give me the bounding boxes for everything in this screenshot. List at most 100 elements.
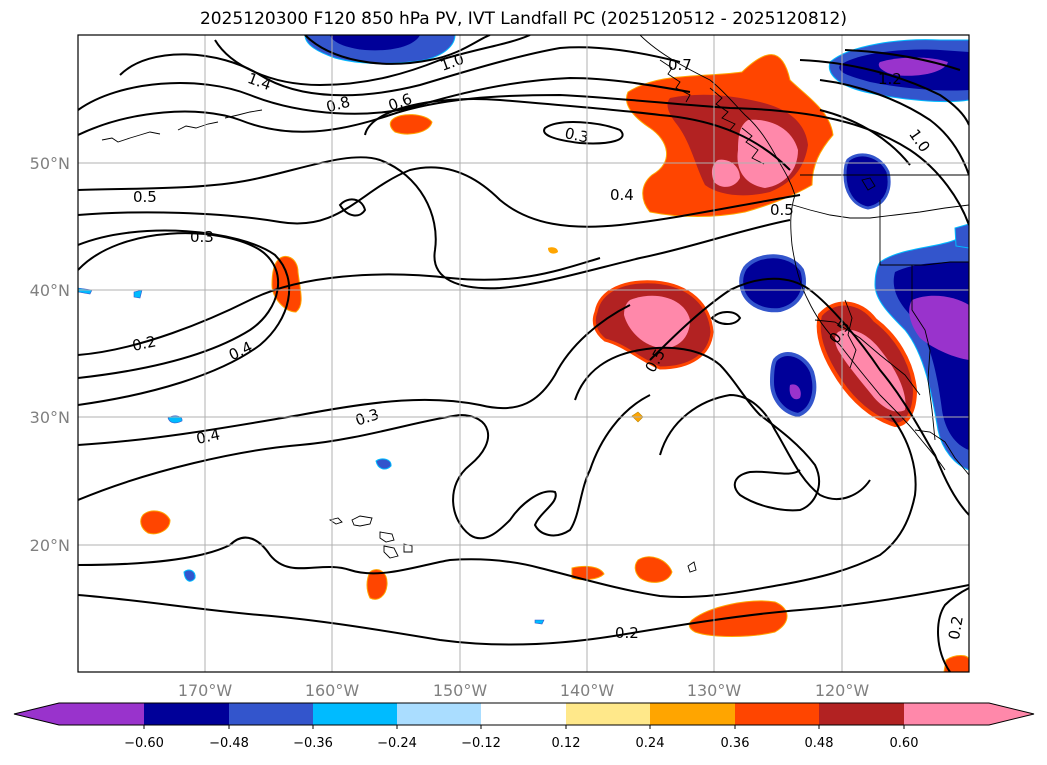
contour-line [78,166,801,228]
map-frame [77,34,970,673]
positive-blob-8 [943,655,969,672]
negative-anomaly-offshore-small-core [789,384,801,400]
colorbar-label: 0.36 [721,736,750,751]
colorbar-label: 0.24 [636,736,665,751]
contour-line [78,76,691,115]
contour-line [78,414,917,599]
contour-label: 0.8 [324,93,352,117]
contour-label: 0.2 [615,624,639,642]
contour-line [659,393,871,500]
negative-blob-5 [183,569,196,582]
colorbar-segment [481,703,566,725]
contour-line [78,229,291,406]
colorbar-segment [59,703,144,725]
contour-line [574,346,820,512]
negative-anomaly-pnw [843,153,891,210]
contour-line [78,394,651,540]
contour-line [304,35,491,65]
colorbar-label: 0.48 [805,736,834,751]
contour-label: 0.5 [133,188,157,206]
positive-anomaly-california-core [835,329,906,412]
contour-label: 0.4 [610,186,634,204]
lon-label-120w: 120°W [815,681,870,700]
negative-blob-4 [375,458,392,470]
positive-anomaly-offshore-core [624,295,690,349]
lon-label-160w: 160°W [305,681,360,700]
positive-blob-1 [389,114,433,135]
colorbar-segment [144,703,229,725]
negative-anomaly-oregon [739,254,806,313]
pv-contours [78,35,969,672]
contour-label: 0.5 [770,201,794,219]
lon-label-130w: 130°W [687,681,742,700]
colorbar-outline [13,702,1035,726]
colorbar-segment [650,703,735,725]
contour-label: 0.2 [131,332,158,355]
shaded-anomaly-fields [78,35,969,672]
lat-label-20n: 20°N [30,536,70,555]
contour-line [710,311,742,325]
colorbar-segment [566,703,650,725]
latitude-labels: 50°N 40°N 30°N 20°N [30,154,70,555]
negative-anomaly-great-basin-core [909,295,969,360]
colorbar-label: −0.12 [461,736,501,751]
colorbar-segment [229,703,313,725]
colorbar-extend-right [989,703,1034,725]
lon-label-170w: 170°W [178,681,233,700]
colorbar: −0.60 −0.48 −0.36 −0.24 −0.12 0.12 0.24 … [13,702,1035,751]
lat-label-30n: 30°N [30,408,70,427]
longitude-labels: 170°W 160°W 150°W 140°W 130°W 120°W [178,681,870,700]
positive-blob-5 [571,565,605,581]
colorbar-label: 0.60 [890,736,919,751]
colorbar-label: −0.36 [293,736,333,751]
figure-title: 2025120300 F120 850 hPa PV, IVT Landfall… [199,9,847,29]
colorbar-label: −0.60 [124,736,164,751]
coastlines [101,35,969,573]
colorbar-ticks [143,725,905,729]
contour-line [78,156,791,290]
colorbar-label: −0.48 [209,736,249,751]
lat-label-50n: 50°N [30,154,70,173]
contour-line [78,93,969,226]
lat-label-40n: 40°N [30,281,70,300]
positive-blob-9 [548,247,558,254]
negative-blob-3 [167,415,183,424]
contour-label: 0.2 [945,614,967,641]
negative-blob-6 [534,619,545,625]
contour-line [78,304,631,446]
contour-line [543,121,624,145]
negative-anomaly-aleutians-core [330,35,420,51]
contour-line [844,49,961,71]
positive-blob-6 [634,556,673,583]
colorbar-label: −0.24 [377,736,417,751]
contour-line [78,232,279,379]
contour-line [819,109,911,166]
contour-line [78,257,601,356]
lon-label-140w: 140°W [560,681,615,700]
contour-line [937,587,969,672]
contour-line [819,79,969,176]
map-panel: 1.4 1.0 1.2 1.0 0.8 0.6 0.7 0.3 0.4 0.5 … [78,35,969,672]
colorbar-segment [735,703,819,725]
positive-blob-3 [140,510,171,535]
colorbar-extend-left [14,703,59,725]
contour-line [78,584,969,646]
contour-label: 0.3 [190,228,214,246]
positive-blob-2 [271,256,302,313]
negative-blob-2 [133,289,143,299]
colorbar-segment [819,703,904,725]
contour-label: 0.3 [563,124,590,147]
lon-label-150w: 150°W [433,681,488,700]
negative-blob-7 [954,223,969,249]
colorbar-segment [397,703,481,725]
contour-line [338,198,367,217]
contour-label: 0.4 [195,425,222,448]
colorbar-label: 0.12 [552,736,581,751]
graticule [78,35,969,672]
contour-label: 0.7 [668,56,692,74]
colorbar-segment [313,703,397,725]
colorbar-segment [904,703,989,725]
contour-line [799,59,969,126]
contour-line [119,46,681,97]
